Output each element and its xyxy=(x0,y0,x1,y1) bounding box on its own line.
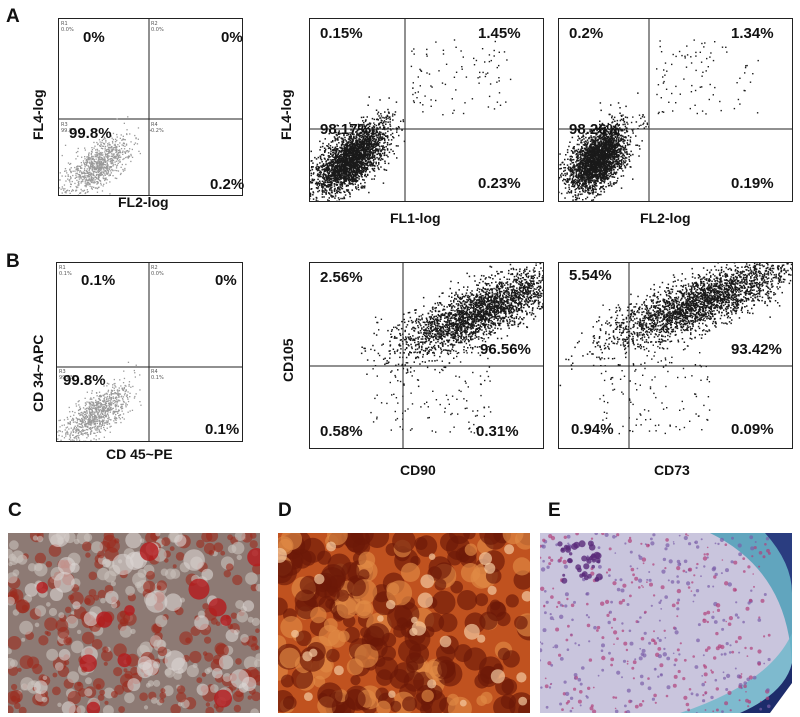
quadrant-ll-value: 98.17% xyxy=(320,121,371,138)
flow-plot-a2: 0.15% 1.45% 98.17% 0.23% xyxy=(309,18,544,202)
quadrant-lr-value: 0.31% xyxy=(476,423,519,440)
quadrant-ll-value: 0.94% xyxy=(571,421,614,438)
quadrant-ul-value: 2.56% xyxy=(320,269,363,286)
y-axis-label-a2: FL4-log xyxy=(278,89,294,140)
sparse-events xyxy=(656,39,759,115)
gate-value-r2: 0.0% xyxy=(151,27,164,33)
panel-label-e: E xyxy=(548,500,561,521)
gate-value-r3: 99.8% xyxy=(59,375,75,381)
quadrant-ur-value: 1.45% xyxy=(478,25,521,42)
quadrant-lr-value: 0.1% xyxy=(205,421,240,438)
quadrant-ul-value: 0.15% xyxy=(320,25,363,42)
quadrant-ul-value: 0.2% xyxy=(569,25,604,42)
quadrant-lr-value: 0.19% xyxy=(731,175,774,192)
quadrant-lr-value: 0.23% xyxy=(478,175,521,192)
x-axis-label-a3: FL2-log xyxy=(640,210,691,226)
y-axis-label-a1: FL4-log xyxy=(30,89,46,140)
gate-label-r2: R2 xyxy=(151,21,158,27)
flow-plot-a3-canvas xyxy=(559,19,792,201)
gate-value-r1: 0.1% xyxy=(59,271,72,277)
quadrant-ur-value: 96.56% xyxy=(480,341,531,358)
micrograph-e xyxy=(540,533,792,713)
flow-plot-a2-canvas xyxy=(310,19,543,201)
flow-plot-b1-canvas xyxy=(57,263,242,441)
quadrant-lr-value: 0.09% xyxy=(731,421,774,438)
flow-plot-b3-canvas xyxy=(559,263,792,448)
sparse-events xyxy=(410,39,512,116)
event-cloud xyxy=(559,263,792,387)
quadrant-ll-value: 99.8% xyxy=(69,125,112,142)
flow-plot-b2-canvas xyxy=(310,263,543,448)
gate-value-r1: 0.0% xyxy=(61,27,74,33)
panel-label-b: B xyxy=(6,251,20,272)
panel-label-c: C xyxy=(8,500,22,521)
gate-label-r3: R3 xyxy=(59,369,66,375)
flow-plot-b3: 5.54% 93.42% 0.94% 0.09% xyxy=(558,262,793,449)
micrograph-c-canvas xyxy=(8,533,260,713)
gate-label-r1: R1 xyxy=(59,265,66,271)
gate-value-r4: 0.2% xyxy=(151,128,164,134)
x-axis-label-b2: CD90 xyxy=(400,462,436,478)
sparse-events xyxy=(371,114,405,131)
sparse-events xyxy=(370,313,492,434)
event-cloud xyxy=(559,92,643,201)
micrograph-c xyxy=(8,533,260,713)
flow-plot-a1-canvas xyxy=(59,19,242,195)
gate-label-r4: R4 xyxy=(151,122,158,128)
quadrant-ul-value: 5.54% xyxy=(569,267,612,284)
quadrant-ll-value: 0.58% xyxy=(320,423,363,440)
x-axis-label-a1: FL2-log xyxy=(118,194,169,210)
gate-label-r3: R3 xyxy=(61,122,68,128)
event-cloud xyxy=(59,116,152,195)
sparse-events xyxy=(599,303,711,435)
gate-value-r3: 99.8% xyxy=(61,128,77,134)
y-axis-label-b1: CD 34~APC xyxy=(30,334,46,412)
gate-label-r2: R2 xyxy=(151,265,158,271)
gate-label-r4: R4 xyxy=(151,369,158,375)
quadrant-ul-value: 0% xyxy=(83,29,105,46)
quadrant-ur-value: 93.42% xyxy=(731,341,782,358)
quadrant-lr-value: 0.2% xyxy=(210,176,245,193)
event-cloud xyxy=(57,361,142,441)
micrograph-d-canvas xyxy=(278,533,530,713)
flow-plot-a1: R1 0.0% R2 0.0% R3 99.8% R4 0.2% 0% 0% 9… xyxy=(58,18,245,196)
quadrant-ur-value: 0% xyxy=(215,272,237,289)
event-cloud xyxy=(360,263,543,388)
panel-label-a: A xyxy=(6,6,20,27)
quadrant-ur-value: 1.34% xyxy=(731,25,774,42)
x-axis-label-a2: FL1-log xyxy=(390,210,441,226)
x-axis-label-b1: CD 45~PE xyxy=(106,446,173,462)
gate-label-r1: R1 xyxy=(61,21,68,27)
flow-plot-b2: 2.56% 96.56% 0.58% 0.31% xyxy=(309,262,544,449)
sparse-events xyxy=(621,114,650,131)
quadrant-ur-value: 0% xyxy=(221,29,243,46)
gate-value-r2: 0.0% xyxy=(151,271,164,277)
gate-value-r4: 0.1% xyxy=(151,375,164,381)
micrograph-d xyxy=(278,533,530,713)
quadrant-ll-value: 99.8% xyxy=(63,372,106,389)
quadrant-ll-value: 98.26% xyxy=(569,121,620,138)
flow-plot-a3: 0.2% 1.34% 98.26% 0.19% xyxy=(558,18,793,202)
event-cloud xyxy=(310,87,414,201)
quadrant-ul-value: 0.1% xyxy=(81,272,116,289)
flow-plot-b1: R1 0.1% R2 0.0% R3 99.8% R4 0.1% 0.1% 0%… xyxy=(56,262,243,442)
x-axis-label-b3: CD73 xyxy=(654,462,690,478)
micrograph-e-canvas xyxy=(540,533,792,713)
y-axis-label-b2: CD105 xyxy=(280,338,296,382)
panel-label-d: D xyxy=(278,500,292,521)
